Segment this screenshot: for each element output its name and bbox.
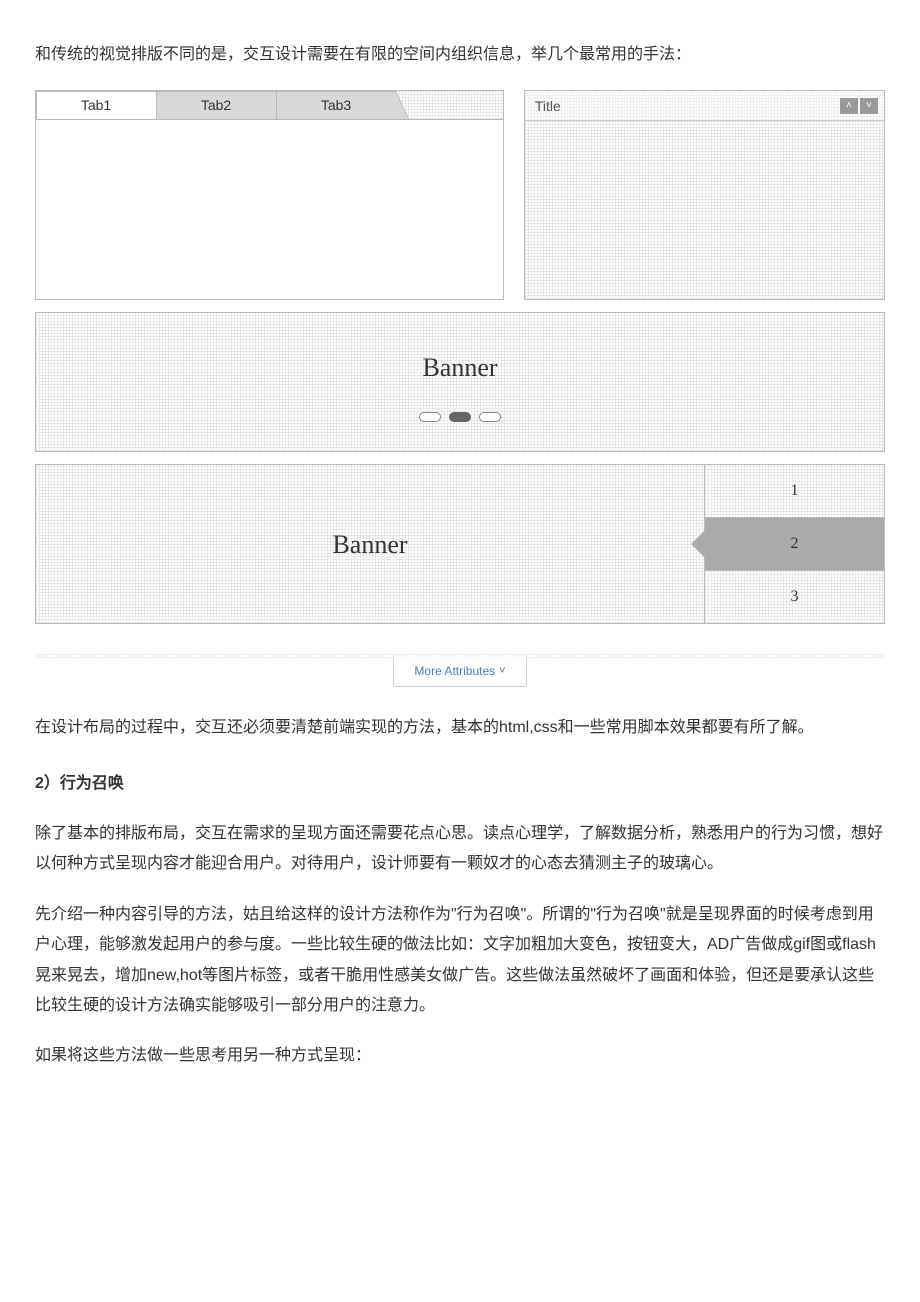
active-tab-arrow-icon (691, 530, 705, 558)
tab-3-label: Tab3 (321, 92, 351, 119)
banner-sidetabs-content: Banner (36, 465, 704, 623)
paragraph-cta-alt: 如果将这些方法做一些思考用另一种方式呈现： (35, 1041, 885, 1071)
tab-panel-mock: Tab1 Tab2 Tab3 (35, 90, 504, 300)
section-heading-cta: 2）行为召唤 (35, 769, 885, 799)
paragraph-cta-methods: 先介绍一种内容引导的方法，姑且给这样的设计方法称作为"行为召唤"。所谓的"行为召… (35, 900, 885, 1022)
banner-sidetabs-label: Banner (332, 520, 407, 569)
side-tab-3[interactable]: 3 (705, 571, 884, 623)
tab-2-label: Tab2 (201, 92, 231, 119)
collapse-down-button[interactable]: ˅ (860, 98, 878, 114)
tab-content-area (36, 119, 503, 299)
title-panel-body (525, 121, 884, 299)
carousel-dots (419, 412, 501, 422)
carousel-dot-1[interactable] (419, 412, 441, 422)
more-attributes-button[interactable]: More Attributes ˅ (393, 657, 526, 687)
collapse-up-button[interactable]: ˄ (840, 98, 858, 114)
side-tab-3-label: 3 (791, 582, 799, 612)
side-tab-2[interactable]: 2 (705, 518, 884, 571)
side-tab-2-label: 2 (791, 529, 799, 559)
ui-patterns-diagram: Tab1 Tab2 Tab3 Title ˄ (35, 90, 885, 688)
intro-paragraph: 和传统的视觉排版不同的是，交互设计需要在有限的空间内组织信息，举几个最常用的手法… (35, 40, 885, 70)
banner-sidetabs-mock: Banner 1 2 3 (35, 464, 885, 624)
title-panel-label: Title (535, 93, 561, 120)
paragraph-layout-frontend: 在设计布局的过程中，交互还必须要清楚前端实现的方法，基本的html,css和一些… (35, 713, 885, 743)
chevron-down-icon: ˅ (499, 661, 505, 682)
paragraph-cta-intro: 除了基本的排版布局，交互在需求的呈现方面还需要花点心思。读点心理学，了解数据分析… (35, 819, 885, 880)
side-tab-1[interactable]: 1 (705, 465, 884, 518)
banner-carousel-mock: Banner (35, 312, 885, 452)
side-tab-1-label: 1 (791, 476, 799, 506)
tab-1[interactable]: Tab1 (36, 91, 156, 119)
more-attributes-mock: More Attributes ˅ (35, 654, 885, 688)
carousel-dot-3[interactable] (479, 412, 501, 422)
more-attributes-label: More Attributes (414, 660, 495, 683)
title-panel-header: Title ˄ ˅ (525, 91, 884, 121)
chevron-down-icon: ˅ (866, 96, 872, 115)
title-panel-mock: Title ˄ ˅ (524, 90, 885, 300)
tab-3[interactable]: Tab3 (276, 91, 396, 119)
chevron-up-icon: ˄ (846, 96, 852, 115)
tab-2[interactable]: Tab2 (156, 91, 276, 119)
banner-label: Banner (422, 343, 497, 392)
tab-1-label: Tab1 (81, 92, 111, 119)
carousel-dot-2[interactable] (449, 412, 471, 422)
